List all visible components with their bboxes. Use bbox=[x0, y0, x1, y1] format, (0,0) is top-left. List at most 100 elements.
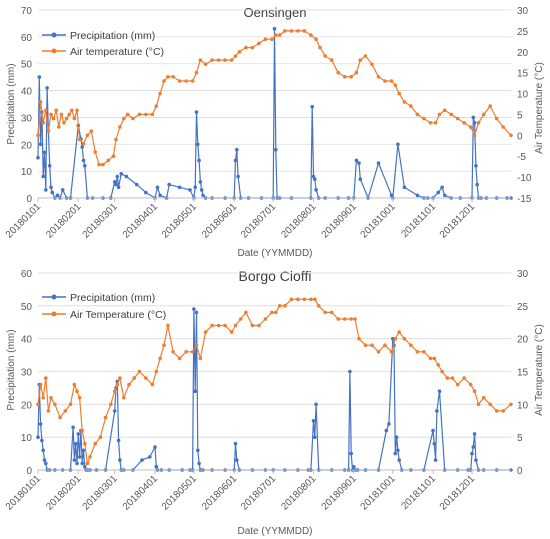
x-tick-label: 20180101 bbox=[4, 201, 44, 241]
data-point bbox=[41, 396, 45, 400]
data-point bbox=[481, 112, 486, 117]
data-point bbox=[144, 190, 148, 195]
data-point bbox=[45, 86, 49, 90]
data-point bbox=[154, 369, 159, 374]
x-axis-label: Date (YYMMDD) bbox=[237, 248, 312, 259]
data-point bbox=[233, 54, 238, 58]
data-point bbox=[85, 133, 90, 138]
data-point bbox=[49, 185, 53, 190]
data-point bbox=[235, 147, 239, 152]
data-point bbox=[455, 382, 460, 387]
data-point bbox=[197, 158, 201, 163]
data-point bbox=[44, 376, 48, 380]
data-point bbox=[167, 182, 171, 187]
legend-label-air-temperature: Air temperature (°C) bbox=[70, 46, 164, 58]
data-point bbox=[481, 396, 486, 400]
chart-title: Borgo Cioffi bbox=[239, 268, 312, 284]
x-tick-label: 20180801 bbox=[279, 473, 319, 513]
y-right-tick-label: -5 bbox=[517, 152, 526, 163]
data-point bbox=[41, 174, 45, 179]
data-point bbox=[349, 75, 354, 79]
series-precipitation bbox=[36, 307, 513, 472]
data-point bbox=[471, 445, 476, 449]
x-tick-label: 20181201 bbox=[438, 201, 478, 241]
data-point bbox=[203, 62, 208, 67]
data-point bbox=[72, 116, 77, 121]
data-point bbox=[112, 389, 117, 394]
data-point bbox=[80, 461, 84, 466]
data-point bbox=[196, 142, 200, 147]
y-right-tick-label: 0 bbox=[517, 466, 523, 477]
data-point bbox=[85, 461, 90, 466]
x-tick-label: 20180601 bbox=[200, 473, 240, 513]
legend-item-air-temperature: Air temperature (°C) bbox=[42, 46, 164, 58]
data-point bbox=[115, 382, 120, 387]
data-point bbox=[349, 451, 354, 456]
x-tick-label: 20180701 bbox=[239, 201, 279, 241]
data-point bbox=[311, 174, 316, 179]
data-point bbox=[449, 112, 454, 117]
data-point bbox=[422, 350, 426, 354]
data-point bbox=[309, 33, 313, 37]
data-point bbox=[233, 323, 238, 328]
data-point bbox=[323, 310, 328, 315]
data-point bbox=[302, 297, 307, 302]
data-point bbox=[162, 79, 166, 83]
data-point bbox=[112, 180, 117, 184]
data-point bbox=[316, 304, 321, 308]
data-point bbox=[357, 161, 361, 165]
y-left-tick-label: 40 bbox=[21, 87, 33, 98]
data-point bbox=[153, 445, 157, 449]
data-point bbox=[313, 435, 317, 440]
legend-label-precipitation: Precipitation (mm) bbox=[70, 292, 155, 304]
data-point bbox=[38, 422, 43, 426]
data-point bbox=[393, 336, 398, 341]
data-point bbox=[250, 323, 255, 328]
data-point bbox=[51, 116, 56, 121]
data-point bbox=[376, 350, 381, 354]
data-point bbox=[509, 133, 513, 138]
data-point bbox=[302, 29, 307, 33]
data-point bbox=[474, 458, 478, 462]
x-tick-label: 20180301 bbox=[81, 201, 121, 241]
y-left-tick-label: 60 bbox=[21, 269, 33, 280]
data-point bbox=[442, 108, 447, 113]
y-right-tick-label: 10 bbox=[517, 400, 529, 411]
data-point bbox=[250, 45, 255, 50]
data-point bbox=[323, 54, 328, 58]
data-point bbox=[494, 409, 499, 413]
data-point bbox=[49, 112, 53, 117]
data-point bbox=[75, 461, 79, 466]
data-point bbox=[70, 108, 74, 113]
data-point bbox=[494, 116, 499, 121]
y-left-tick-label: 50 bbox=[21, 60, 33, 71]
data-point bbox=[127, 382, 131, 387]
data-point bbox=[162, 343, 166, 348]
data-point bbox=[397, 458, 402, 462]
data-point bbox=[88, 455, 92, 459]
data-point bbox=[354, 70, 359, 75]
data-point bbox=[73, 441, 78, 446]
data-point bbox=[63, 409, 68, 413]
y-right-tick-label: 30 bbox=[517, 269, 529, 280]
legend-label-air-temperature: Air Temperature (°C) bbox=[70, 309, 166, 321]
data-point bbox=[46, 409, 51, 413]
data-point bbox=[77, 396, 82, 400]
data-point bbox=[415, 193, 420, 198]
data-point bbox=[38, 382, 43, 387]
data-point bbox=[44, 108, 48, 113]
data-point bbox=[184, 79, 188, 83]
data-point bbox=[216, 58, 221, 62]
data-point bbox=[383, 343, 387, 348]
data-point bbox=[223, 323, 227, 328]
x-tick-label: 20180801 bbox=[279, 201, 319, 241]
data-point bbox=[144, 376, 148, 380]
data-point bbox=[131, 116, 135, 121]
data-point bbox=[53, 402, 57, 407]
x-tick-label: 20181101 bbox=[399, 473, 438, 512]
data-point bbox=[154, 104, 159, 108]
data-point bbox=[336, 70, 341, 75]
y-left-tick-label: 30 bbox=[21, 113, 33, 124]
data-point bbox=[296, 297, 300, 302]
